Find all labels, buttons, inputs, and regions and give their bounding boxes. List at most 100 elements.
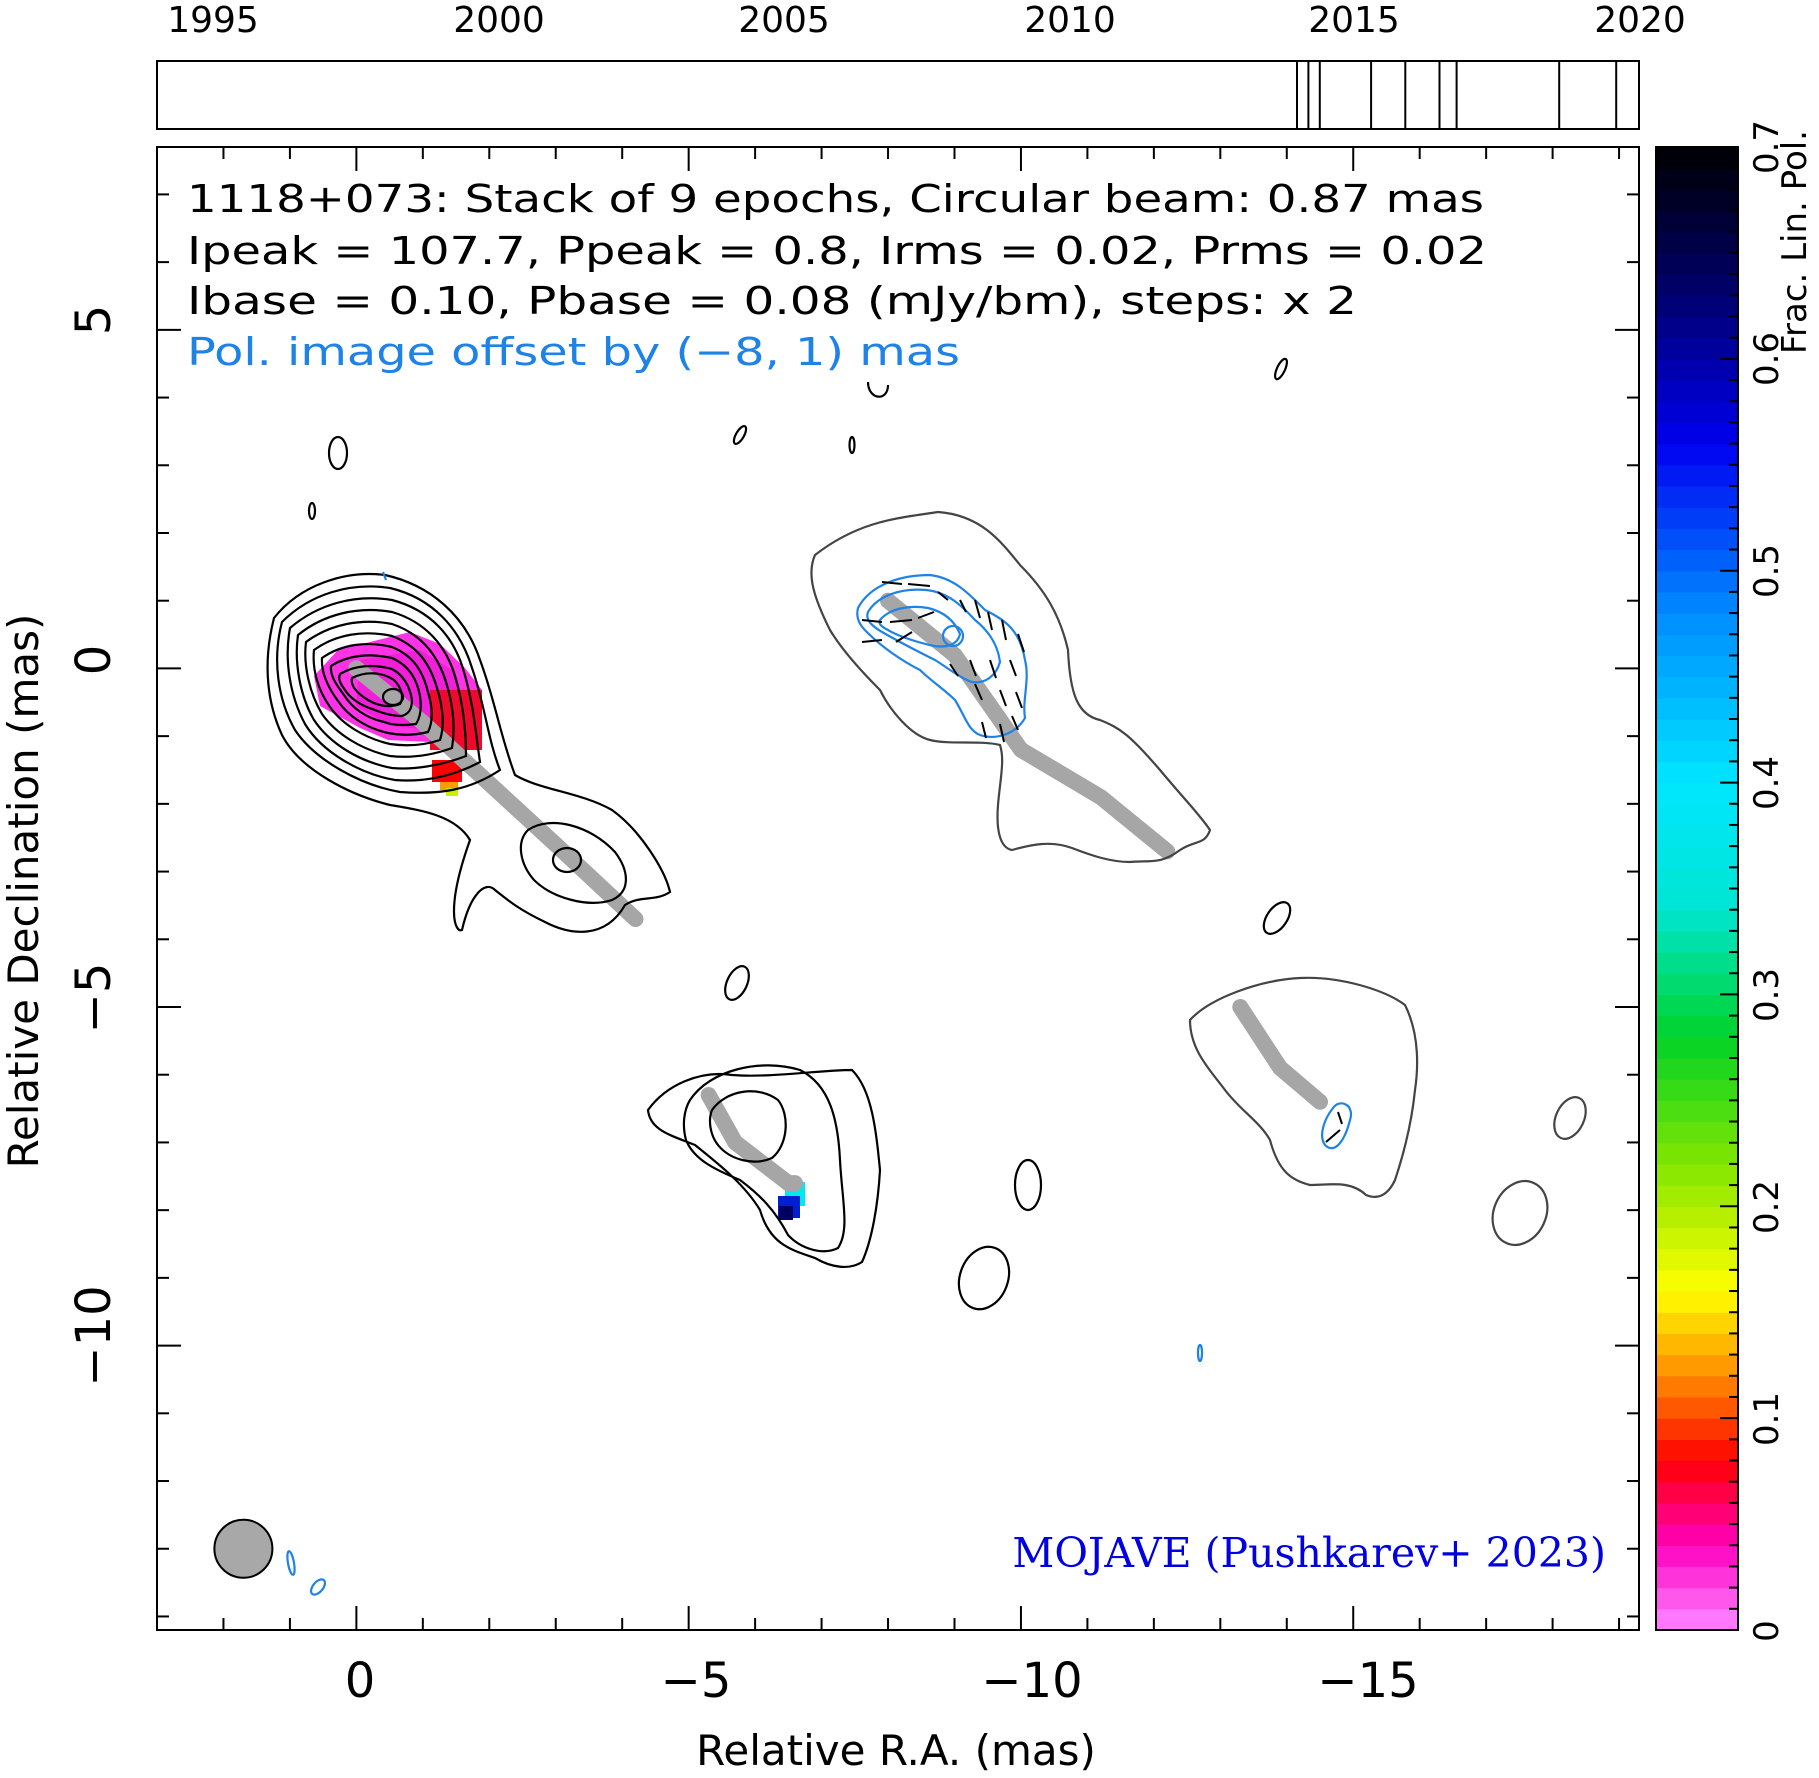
- x-tick-label: −15: [1317, 1653, 1418, 1709]
- evpa-tick: [1337, 1111, 1343, 1125]
- intensity-contour-blob: [1013, 1158, 1043, 1212]
- colorbar-tick-label: 0.2: [1747, 1180, 1787, 1234]
- intensity-contour-peak: [381, 687, 405, 707]
- colorbar-band: [1656, 1502, 1738, 1525]
- colorbar-band: [1656, 168, 1738, 190]
- colorbar-band: [1656, 1036, 1738, 1059]
- intensity-contour-blob: [327, 435, 349, 471]
- intensity-contour-blob: [1262, 901, 1292, 935]
- colorbar-band: [1656, 1333, 1738, 1356]
- colorbar-band: [1656, 295, 1738, 318]
- intensity-contour: [304, 620, 455, 758]
- colorbar-band: [1656, 1312, 1738, 1334]
- colorbar-band: [1656, 1545, 1738, 1568]
- polarized-contour-blob: [309, 1578, 327, 1596]
- colorbar-band: [1656, 613, 1738, 635]
- evpa-tick: [861, 619, 883, 623]
- polarized-contour: [856, 573, 1028, 738]
- colorbar-band: [1656, 1354, 1738, 1377]
- colorbar-band: [1656, 1608, 1738, 1631]
- colorbar-band: [1656, 909, 1738, 932]
- timeline-frame: [156, 60, 1640, 130]
- x-tick-labels: 0 −5 −10 −15: [345, 1653, 1419, 1709]
- intensity-contour: [320, 642, 433, 736]
- colorbar-band: [1656, 952, 1738, 974]
- colorbar-band: [1656, 1100, 1738, 1123]
- colorbar: 0 0.1 0.2 0.3 0.4 0.5 0.6 0.7 Frac. Lin.…: [1655, 120, 1815, 1642]
- colorbar-band: [1656, 1015, 1738, 1038]
- colorbar-band: [1656, 464, 1738, 487]
- colorbar-band: [1656, 697, 1738, 720]
- colorbar-band: [1656, 973, 1738, 996]
- colorbar-band: [1656, 274, 1738, 296]
- polarized-contour-peak: [941, 624, 965, 648]
- colorbar-tick-label: 0.7: [1747, 120, 1787, 174]
- ridge-line: [348, 660, 644, 927]
- epoch-marks: [1296, 61, 1618, 129]
- x-tick-label: −10: [981, 1653, 1082, 1709]
- plot-frame: [156, 146, 1640, 1631]
- colorbar-band: [1656, 443, 1738, 466]
- colorbar-band: [1656, 549, 1738, 572]
- colorbar-band: [1656, 1375, 1738, 1398]
- ridge-line: [1232, 999, 1328, 1110]
- colorbar-band: [1656, 337, 1738, 360]
- colorbar-band: [1656, 591, 1738, 614]
- year-tick-label: 2000: [453, 0, 545, 41]
- evpa-tick: [1011, 715, 1019, 731]
- polarized-contour: [878, 605, 962, 648]
- intensity-contour-blob: [724, 965, 750, 1001]
- evpa-tick: [999, 689, 1007, 707]
- intensity-contour-peak: [551, 846, 583, 874]
- evpa-tick: [949, 663, 959, 677]
- intensity-contour: [276, 585, 502, 794]
- evpa-tick: [959, 599, 967, 613]
- offset-polarized-intensity-contours: [810, 510, 1587, 1246]
- info-line-peaks: Ipeak = 107.7, Ppeak = 0.8, Irms = 0.02,…: [187, 229, 1487, 273]
- y-tick-label: −5: [66, 963, 122, 1034]
- polarized-contour: [866, 588, 1002, 684]
- colorbar-band: [1656, 316, 1738, 339]
- evpa-tick: [974, 683, 983, 701]
- evpa-tick: [989, 659, 997, 679]
- polarization-pixel-yellow: [446, 788, 458, 796]
- colorbar-band: [1656, 507, 1738, 529]
- intensity-contour-blob: [1274, 357, 1288, 381]
- y-tick-label: 5: [66, 305, 122, 336]
- colorbar-band: [1656, 1396, 1738, 1419]
- evpa-tick: [1017, 633, 1025, 653]
- colorbar-tick-label: 0.3: [1747, 968, 1787, 1022]
- colorbar-band: [1656, 1057, 1738, 1080]
- ridge-line: [880, 592, 1176, 860]
- colorbar-band: [1656, 930, 1738, 953]
- intensity-contour-blob: [957, 1245, 1011, 1311]
- intensity-contour: [295, 609, 468, 770]
- evpa-tick: [881, 581, 903, 585]
- polarized-contour: [1321, 1102, 1353, 1150]
- colorbar-band: [1656, 867, 1738, 890]
- year-tick-label: 2005: [738, 0, 830, 41]
- credit-text: MOJAVE (Pushkarev+ 2023): [1012, 1529, 1606, 1577]
- colorbar-band: [1656, 782, 1738, 805]
- y-tick-label: −10: [66, 1285, 122, 1386]
- offset-contour-blob: [1491, 1180, 1549, 1246]
- colorbar-band: [1656, 846, 1738, 868]
- colorbar-band: [1656, 252, 1738, 275]
- intensity-contour-blob: [848, 435, 856, 455]
- evpa-tick: [917, 611, 935, 619]
- colorbar-band: [1656, 231, 1738, 254]
- x-tick-label: 0: [345, 1653, 376, 1709]
- colorbar-band: [1656, 676, 1738, 699]
- colorbar-band: [1656, 1291, 1738, 1313]
- colorbar-band: [1656, 1185, 1738, 1207]
- colorbar-bands: [1656, 147, 1738, 1631]
- intensity-contour: [646, 1068, 882, 1268]
- colorbar-tick-label: 0.5: [1747, 544, 1787, 598]
- colorbar-band: [1656, 994, 1738, 1017]
- info-line-title: 1118+073: Stack of 9 epochs, Circular be…: [187, 177, 1484, 221]
- colorbar-band: [1656, 189, 1738, 212]
- evpa-tick: [981, 721, 987, 739]
- map-info-text: 1118+073: Stack of 9 epochs, Circular be…: [187, 177, 1487, 374]
- jet-ridge-lines: [348, 592, 1328, 1192]
- ridge-line: [700, 1087, 803, 1192]
